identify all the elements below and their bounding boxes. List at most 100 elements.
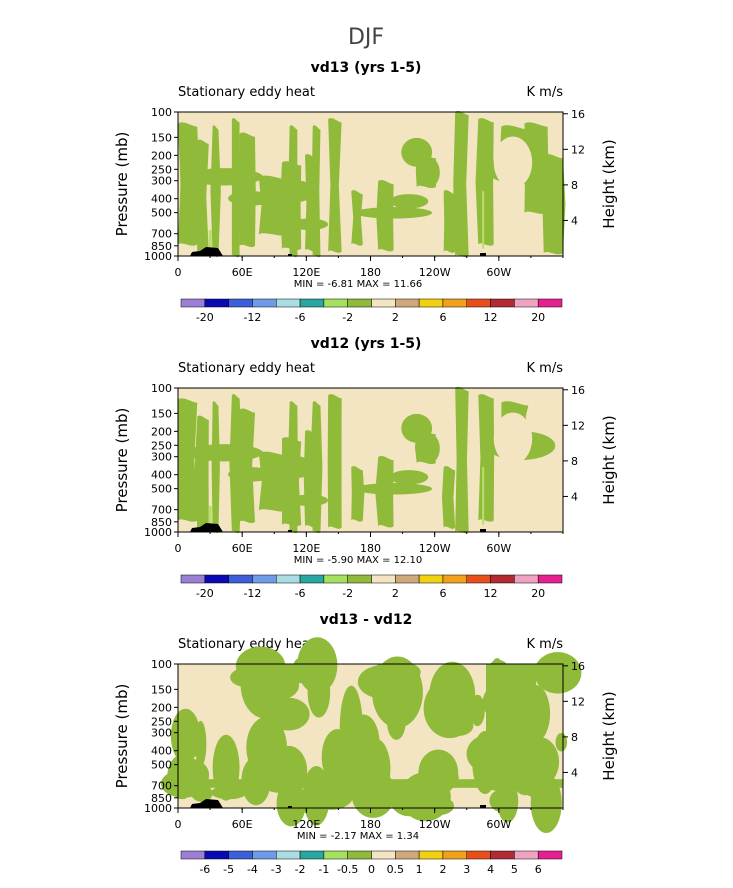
colorbar-swatch (276, 850, 301, 860)
colorbar-swatch (180, 850, 206, 860)
x-tick-label: 60W (486, 542, 511, 555)
y-right-tick-label: 16 (571, 384, 585, 397)
colorbar-label: 2 (392, 587, 399, 600)
field-contour (420, 158, 440, 187)
y-right-tick-label: 8 (571, 455, 578, 468)
x-tick-label: 120W (419, 542, 451, 555)
chart-panel-2: vd12 (yrs 1-5) Stationary eddy heat K m/s 1… (113, 336, 618, 600)
panels: vd13 (yrs 1-5) Stationary eddy heat K m/s 1… (113, 60, 618, 876)
x-tick-label: 180 (360, 818, 381, 831)
y-tick-label: 1000 (144, 802, 172, 815)
x-tick-label: 60E (232, 266, 253, 279)
y-tick-label: 500 (151, 207, 172, 220)
panel-title: vd12 (yrs 1-5) (311, 336, 422, 352)
terrain (190, 247, 223, 256)
y-tick-label: 100 (151, 382, 172, 395)
panel-title: vd13 - vd12 (320, 612, 413, 628)
colorbar-swatch (537, 574, 563, 584)
colorbar-label: -2 (342, 587, 353, 600)
y-right-tick-label: 4 (571, 214, 578, 227)
colorbar-swatch (514, 298, 539, 308)
field-contour (230, 667, 265, 688)
colorbar-label: 12 (484, 587, 498, 600)
terrain (190, 523, 223, 532)
terrain (480, 253, 486, 256)
y-tick-label: 300 (151, 727, 172, 740)
field-contour (453, 110, 469, 258)
colorbar-label: 5 (511, 863, 518, 876)
y-tick-label: 100 (151, 658, 172, 671)
colorbar-swatch (323, 574, 348, 584)
field-contour (178, 122, 200, 246)
panel-title: vd13 (yrs 1-5) (311, 60, 422, 76)
y-tick-label: 700 (151, 780, 172, 793)
colorbar-swatch (323, 298, 348, 308)
field-contour (486, 664, 537, 758)
panel-units: K m/s (527, 637, 564, 652)
colorbar-swatch (180, 574, 206, 584)
colorbar-label: -12 (243, 587, 261, 600)
colorbar-swatch (323, 850, 348, 860)
colorbar-label: 2 (439, 863, 446, 876)
min-max-text: MIN = -6.81 MAX = 11.66 (294, 279, 423, 290)
colorbar-label: -2 (295, 863, 306, 876)
x-tick-label: 120W (419, 818, 451, 831)
colorbar-label: 2 (392, 311, 399, 324)
y-tick-label: 300 (151, 451, 172, 464)
colorbar-label: 0 (368, 863, 375, 876)
y-tick-label: 850 (151, 792, 172, 805)
terrain (190, 799, 223, 808)
colorbar-label: -0.5 (337, 863, 358, 876)
colorbar-label: -12 (243, 311, 261, 324)
colorbar-label: -6 (295, 311, 306, 324)
y-tick-label: 300 (151, 175, 172, 188)
field-contour (289, 218, 329, 231)
y-tick-label: 200 (151, 425, 172, 438)
field-contour (228, 467, 275, 482)
field-contour (489, 789, 516, 813)
colorbar-label: 1 (416, 863, 423, 876)
colorbar-swatch (442, 850, 467, 860)
colorbar-swatch (228, 298, 253, 308)
colorbar-swatch (299, 574, 325, 584)
terrain (288, 530, 292, 532)
x-tick-label: 120E (292, 542, 320, 555)
colorbar-label: 12 (484, 311, 498, 324)
y-right-tick-label: 12 (571, 143, 585, 156)
field-contour (262, 179, 317, 203)
field (178, 110, 566, 258)
y-tick-label: 1000 (144, 526, 172, 539)
colorbar-label: 6 (439, 587, 446, 600)
y-tick-label: 150 (151, 131, 172, 144)
y-tick-label: 200 (151, 701, 172, 714)
colorbar-swatch (418, 850, 444, 860)
x-tick-label: 120W (419, 266, 451, 279)
y-tick-label: 400 (151, 193, 172, 206)
field-contour (289, 494, 329, 507)
colorbar-swatch (180, 298, 206, 308)
field-contour (401, 137, 433, 167)
colorbar-swatch (347, 850, 372, 860)
y-tick-label: 700 (151, 228, 172, 241)
colorbar-swatch (276, 574, 301, 584)
field-contour (420, 434, 440, 463)
colorbar-swatch (252, 298, 277, 308)
field-contour (482, 191, 485, 249)
y-tick-label: 500 (151, 483, 172, 496)
field-contour (307, 667, 331, 718)
colorbar-swatch (299, 850, 325, 860)
field-contour (262, 455, 317, 479)
field-contour (478, 394, 495, 522)
colorbar-label: -6 (295, 587, 306, 600)
y-right-tick-label: 4 (571, 490, 578, 503)
field-contour (493, 412, 533, 465)
colorbar-swatch (371, 850, 396, 860)
colorbar-swatch (418, 574, 444, 584)
field-contour (455, 386, 469, 534)
colorbar-swatch (228, 850, 253, 860)
field-contour (351, 466, 365, 522)
field-contour (429, 661, 476, 729)
colorbar-swatch (395, 574, 420, 584)
x-tick-label: 180 (360, 542, 381, 555)
field-contour (327, 394, 342, 529)
